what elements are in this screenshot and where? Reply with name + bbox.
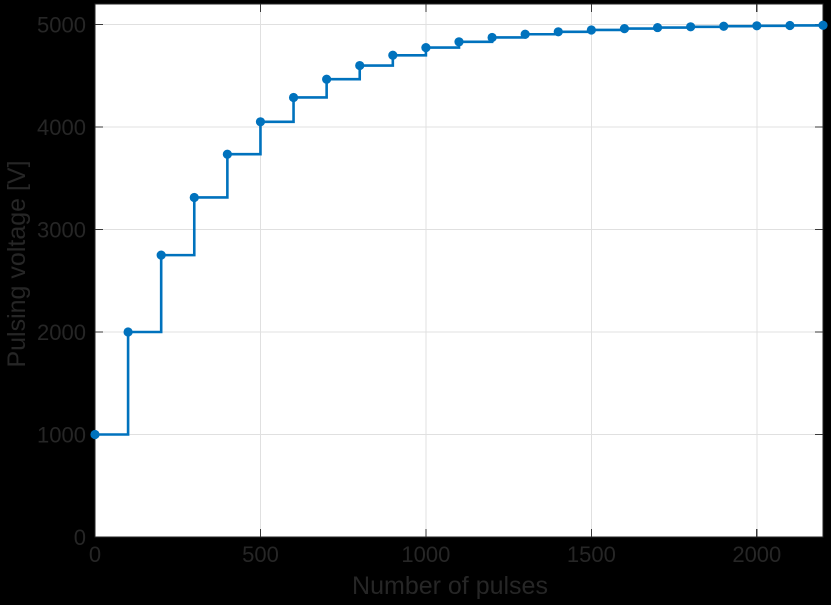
data-point-marker bbox=[686, 22, 696, 32]
x-tick-label: 500 bbox=[242, 542, 279, 567]
data-point-marker bbox=[520, 29, 530, 39]
y-tick-label: 4000 bbox=[37, 115, 86, 140]
data-point-marker bbox=[818, 20, 828, 30]
data-point-marker bbox=[288, 92, 299, 103]
data-point-marker bbox=[322, 74, 332, 84]
y-axis-label: Pulsing voltage [V] bbox=[3, 160, 31, 367]
data-point-marker bbox=[652, 22, 663, 33]
data-point-marker bbox=[255, 117, 266, 127]
data-point-marker bbox=[222, 149, 232, 159]
data-point-marker bbox=[752, 21, 762, 31]
y-tick-label: 1000 bbox=[37, 423, 86, 448]
data-point-marker bbox=[487, 32, 497, 43]
data-point-marker bbox=[586, 25, 596, 35]
x-tick-label: 0 bbox=[89, 542, 101, 567]
data-point-marker bbox=[355, 60, 365, 71]
y-tick-label: 5000 bbox=[37, 13, 86, 38]
data-point-marker bbox=[719, 21, 729, 31]
x-axis-label: Number of pulses bbox=[352, 572, 548, 600]
x-tick-label: 2000 bbox=[732, 542, 781, 567]
x-tick-label: 1000 bbox=[401, 542, 450, 567]
data-point-marker bbox=[189, 192, 199, 203]
data-point-marker bbox=[619, 24, 630, 34]
plot-area bbox=[95, 4, 823, 537]
data-point-marker bbox=[388, 50, 398, 60]
data-point-marker bbox=[421, 42, 431, 53]
data-point-marker bbox=[90, 429, 100, 440]
x-tick-label: 1500 bbox=[567, 542, 616, 567]
y-tick-label: 2000 bbox=[37, 320, 86, 345]
data-point-marker bbox=[156, 250, 166, 260]
axes-box bbox=[94, 3, 824, 538]
y-tick-label: 0 bbox=[74, 525, 86, 550]
data-point-marker bbox=[553, 27, 563, 37]
plot-layer: 0 500 1000 1500 2000 0 1000 2000 3000 4000 5000 bbox=[37, 3, 828, 567]
data-point-marker bbox=[123, 327, 133, 337]
data-point-marker bbox=[454, 37, 464, 47]
y-tick-label: 3000 bbox=[37, 218, 86, 243]
data-point-marker bbox=[785, 20, 795, 31]
